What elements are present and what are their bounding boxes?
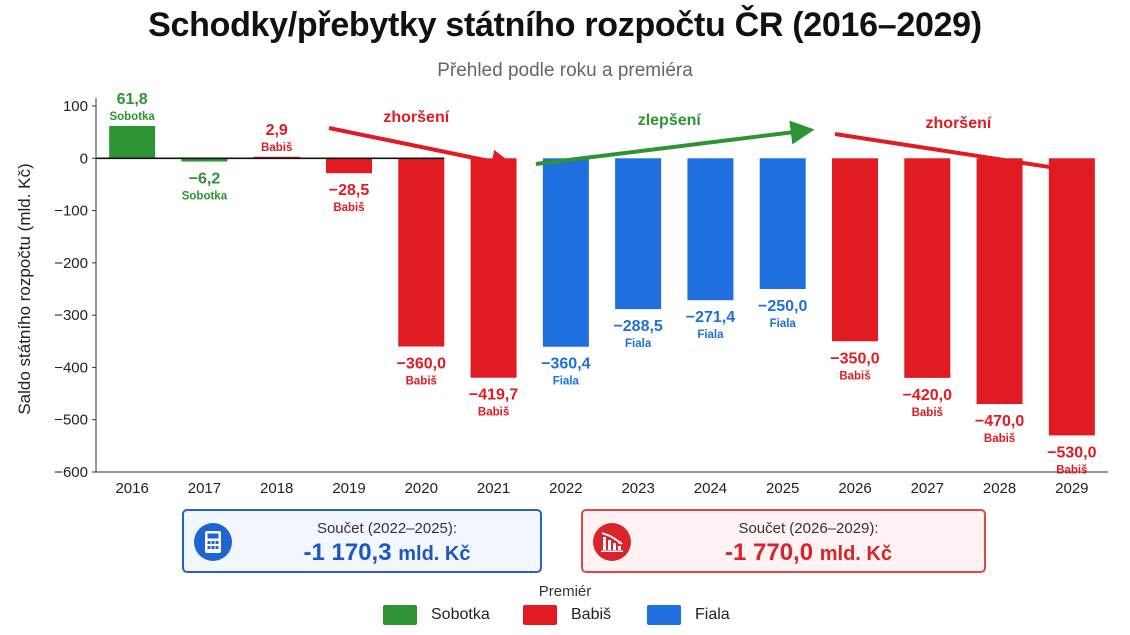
value-label: 61,8 xyxy=(117,91,148,108)
trend-arrow-worse xyxy=(328,126,516,174)
premier-label: Babiš xyxy=(839,370,870,382)
x-tick-label: 2027 xyxy=(911,480,944,497)
premier-label: Babiš xyxy=(478,407,509,419)
chart-subtitle: Přehled podle roku a premiéra xyxy=(437,60,693,81)
x-tick-label: 2025 xyxy=(766,480,799,497)
summary-value-fiala: -1 170,3 mld. Kč xyxy=(303,539,471,566)
value-label: −288,5 xyxy=(613,318,662,335)
bar-2016 xyxy=(109,125,156,159)
y-tick-label: −100 xyxy=(54,203,88,220)
value-label: −350,0 xyxy=(830,350,879,367)
value-label: −360,4 xyxy=(541,356,590,373)
summary-label-babis: Součet (2026–2029): xyxy=(738,520,879,537)
bar-2025 xyxy=(759,158,806,289)
bar-2024 xyxy=(687,158,734,301)
x-tick-label: 2022 xyxy=(549,480,582,497)
bar-2019 xyxy=(326,158,372,174)
x-tick-label: 2029 xyxy=(1055,480,1088,497)
bar-2027 xyxy=(904,158,951,378)
premier-label: Babiš xyxy=(333,202,364,214)
y-tick-label: 0 xyxy=(80,150,88,167)
y-tick-label: −500 xyxy=(54,412,88,429)
legend-swatch-babis xyxy=(523,605,557,625)
x-tick-label: 2016 xyxy=(115,480,148,497)
x-tick-label: 2019 xyxy=(332,480,365,497)
value-label: −360,0 xyxy=(397,356,446,373)
y-tick-label: −300 xyxy=(54,307,88,324)
legend-label-fiala: Fiala xyxy=(695,606,730,623)
premier-label: Babiš xyxy=(261,142,292,154)
value-label: −419,7 xyxy=(469,387,518,404)
x-tick-label: 2018 xyxy=(260,480,293,497)
value-label: −6,2 xyxy=(189,171,221,188)
bar-2028 xyxy=(976,158,1023,405)
x-tick-label: 2017 xyxy=(188,480,221,497)
bar-2029 xyxy=(1048,158,1095,436)
legend-label-sobotka: Sobotka xyxy=(431,606,490,623)
legend-swatch-sobotka xyxy=(383,605,417,625)
y-tick-label: 100 xyxy=(63,98,88,115)
premier-label: Fiala xyxy=(625,338,652,350)
bar-2026 xyxy=(832,158,878,342)
value-label: −420,0 xyxy=(903,387,952,404)
premier-label: Sobotka xyxy=(182,191,228,203)
x-tick-label: 2028 xyxy=(983,480,1016,497)
legend-label-babis: Babiš xyxy=(571,606,612,623)
x-tick-label: 2020 xyxy=(405,480,438,497)
y-tick-label: −200 xyxy=(54,255,88,272)
premier-label: Fiala xyxy=(697,329,724,341)
bar-2017 xyxy=(181,158,228,162)
trend-label-worse: zhoršení xyxy=(383,109,449,126)
x-tick-label: 2021 xyxy=(477,480,510,497)
y-tick-label: −600 xyxy=(54,464,88,481)
x-tick-label: 2026 xyxy=(838,480,871,497)
bar-2022 xyxy=(542,158,589,347)
bar-2023 xyxy=(615,158,662,310)
premier-label: Babiš xyxy=(1056,464,1087,476)
trend-arrow-worse xyxy=(834,132,1094,183)
summary-label-fiala: Součet (2022–2025): xyxy=(316,520,458,537)
value-label: −470,0 xyxy=(975,413,1024,430)
x-tick-label: 2023 xyxy=(621,480,654,497)
premier-label: Babiš xyxy=(984,433,1015,445)
value-label: 2,9 xyxy=(266,122,288,139)
summary-card-babis: Součet (2026–2029): -1 770,0 mld. Kč xyxy=(581,509,986,573)
chart-title: Schodky/přebytky státního rozpočtu ČR (2… xyxy=(148,6,982,44)
legend-title: Premiér xyxy=(538,583,592,600)
legend-swatch-fiala xyxy=(647,605,681,625)
summary-card-fiala: Součet (2022–2025): -1 170,3 mld. Kč xyxy=(182,509,542,573)
value-label: −28,5 xyxy=(329,182,370,199)
x-tick-label: 2024 xyxy=(694,480,727,497)
value-label: −250,0 xyxy=(758,298,807,315)
calculator-icon xyxy=(194,523,232,561)
summary-value-babis: -1 770,0 mld. Kč xyxy=(725,539,892,566)
bar-2020 xyxy=(398,158,445,347)
value-label: −530,0 xyxy=(1047,444,1096,461)
premier-label: Sobotka xyxy=(109,111,155,123)
premier-label: Fiala xyxy=(553,376,580,388)
premier-label: Babiš xyxy=(912,407,943,419)
y-axis-title: Saldo státního rozpočtu (mld. Kč) xyxy=(15,163,34,414)
bar-2021 xyxy=(470,158,517,378)
trend-arrow-better xyxy=(535,120,815,166)
y-tick-label: −400 xyxy=(54,359,88,376)
declining-chart-icon xyxy=(593,523,631,561)
trend-label-better: zlepšení xyxy=(638,112,702,129)
premier-label: Babiš xyxy=(406,376,437,388)
premier-label: Fiala xyxy=(770,318,797,330)
value-label: −271,4 xyxy=(686,309,735,326)
trend-label-worse: zhoršení xyxy=(926,115,992,132)
